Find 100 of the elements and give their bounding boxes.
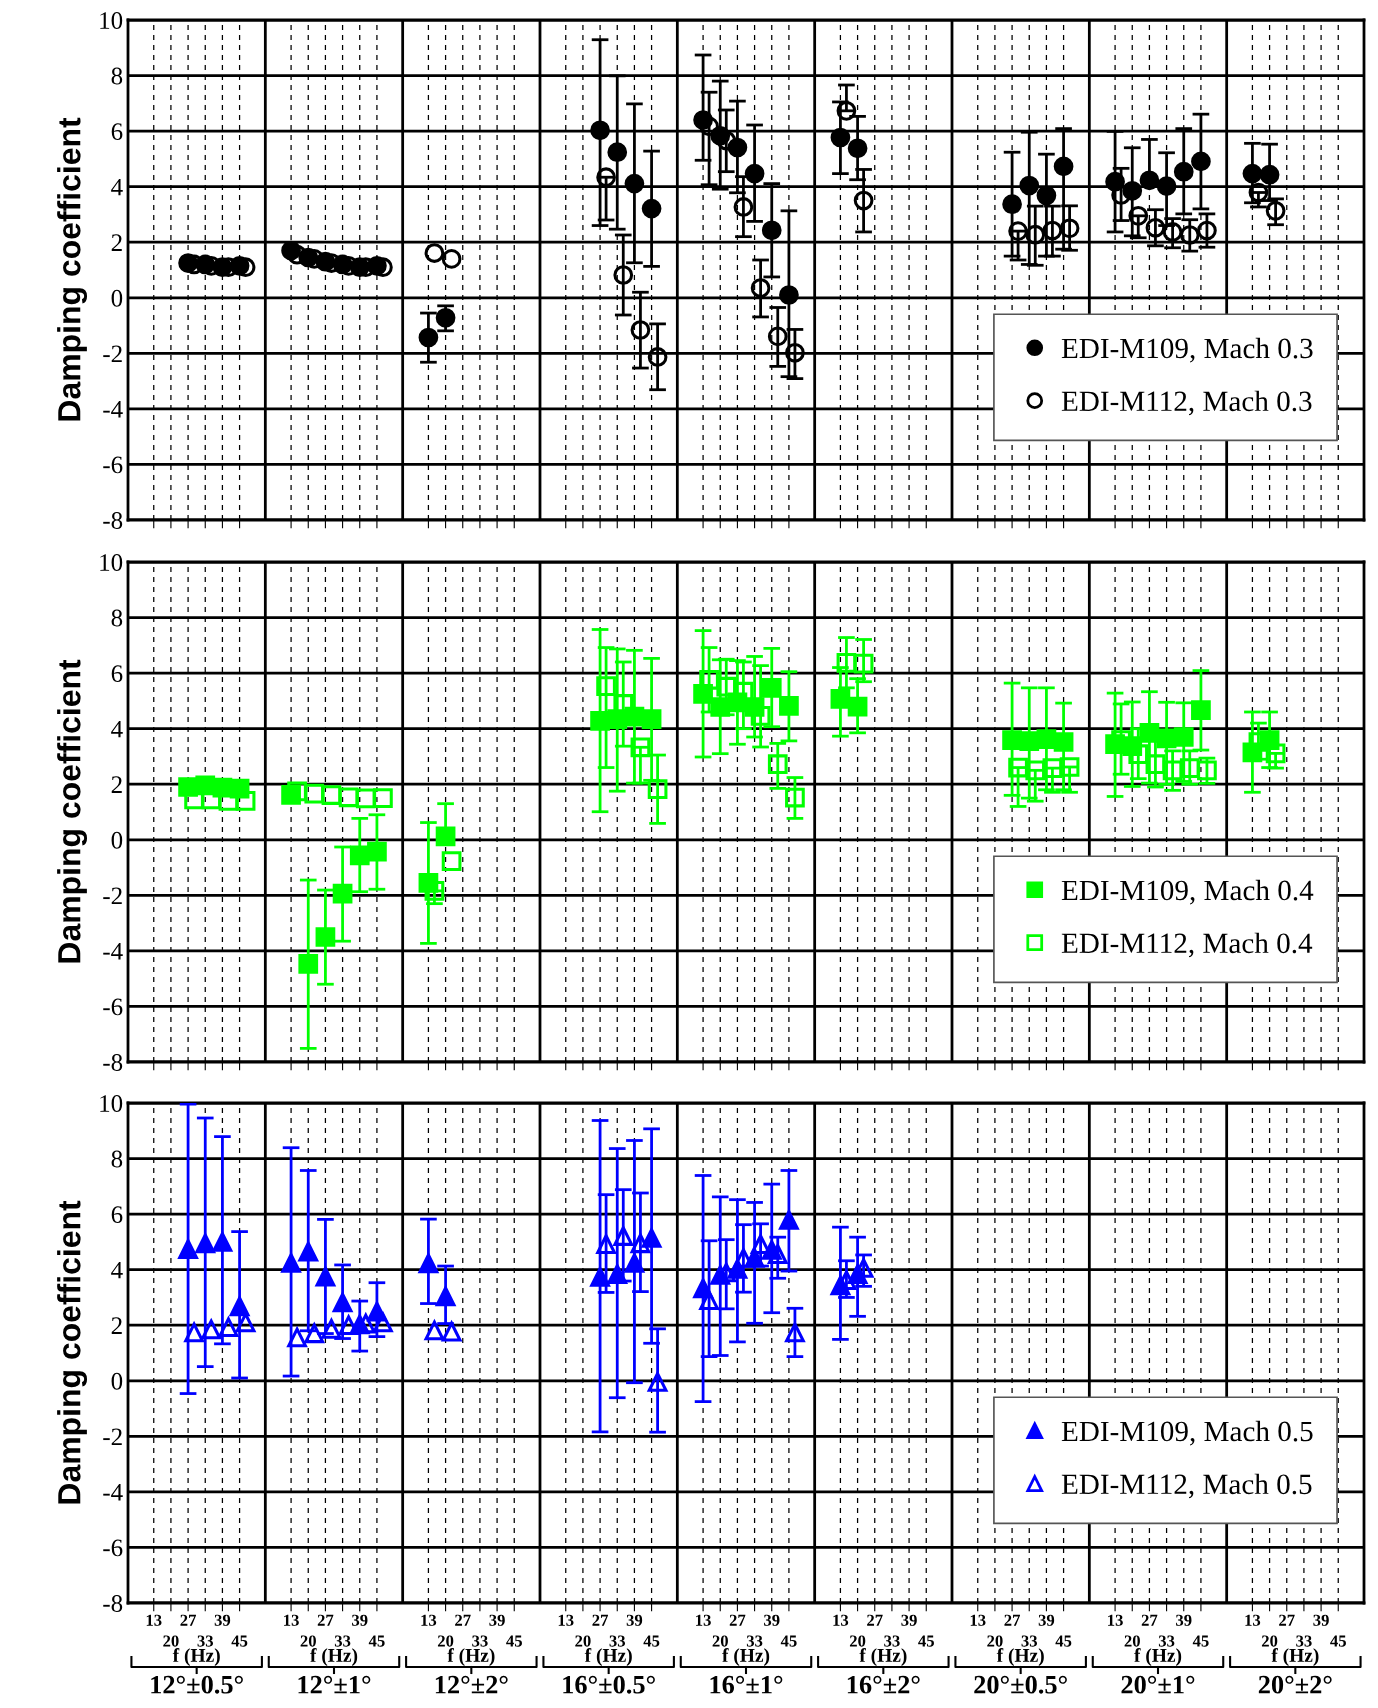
x-tick-label: 20 bbox=[1124, 1635, 1140, 1647]
y-tick-label: -2 bbox=[103, 887, 122, 905]
x-tick-label: 33 bbox=[334, 1635, 351, 1647]
y-axis-title: Damping coefficient bbox=[57, 117, 88, 421]
x-tick-label: 33 bbox=[609, 1635, 626, 1647]
x-tick-label: 33 bbox=[472, 1635, 488, 1647]
y-tick-label: 6 bbox=[111, 665, 123, 683]
y-tick-label: 8 bbox=[111, 67, 123, 85]
x-tick-label: 20 bbox=[437, 1635, 454, 1647]
text: 12°±1° bbox=[298, 1675, 371, 1694]
text: f (Hz) bbox=[859, 1648, 907, 1666]
y-tick-label: 0 bbox=[111, 831, 123, 849]
x-tick-label: 45 bbox=[643, 1635, 660, 1647]
y-tick-label: -6 bbox=[103, 1539, 123, 1557]
legend-label: EDI-M112, Mach 0.3 bbox=[1061, 390, 1312, 416]
text: f (Hz) bbox=[310, 1648, 358, 1666]
x-tick-label: 33 bbox=[1158, 1635, 1175, 1647]
x-tick-label: 33 bbox=[884, 1635, 900, 1647]
x-tick-label: 45 bbox=[918, 1635, 934, 1647]
x-tick-label: 39 bbox=[352, 1614, 368, 1626]
text: 20°±0.5° bbox=[974, 1675, 1067, 1694]
y-tick-label: 6 bbox=[111, 123, 123, 141]
x-tick-label: 39 bbox=[489, 1614, 505, 1626]
x-tick-label: 13 bbox=[1245, 1614, 1261, 1626]
y-tick-label: -8 bbox=[103, 1054, 123, 1071]
text: 16°±0.5° bbox=[563, 1675, 655, 1694]
y-tick-label: 4 bbox=[111, 178, 123, 196]
y-tick-label: -4 bbox=[103, 1484, 123, 1501]
x-tick-label: 27 bbox=[1004, 1614, 1021, 1626]
text: 20°±1° bbox=[1121, 1675, 1195, 1694]
legend-label: EDI-M109, Mach 0.3 bbox=[1061, 337, 1313, 363]
x-tick-label: 39 bbox=[1176, 1614, 1192, 1626]
y-tick-label: -4 bbox=[103, 943, 123, 960]
x-tick-label: 27 bbox=[592, 1614, 609, 1626]
y-axis-title: Damping coefficient bbox=[57, 1200, 88, 1504]
x-tick-label: 27 bbox=[1141, 1614, 1158, 1626]
legend-label: EDI-M109, Mach 0.4 bbox=[1061, 879, 1314, 905]
x-tick-label: 39 bbox=[1313, 1614, 1329, 1626]
x-tick-label: 13 bbox=[284, 1614, 299, 1626]
x-tick-label: 45 bbox=[1055, 1635, 1072, 1647]
text: 16°±1° bbox=[710, 1675, 783, 1694]
legend-label: EDI-M112, Mach 0.5 bbox=[1061, 1473, 1312, 1499]
y-tick-label: 10 bbox=[100, 1095, 123, 1112]
x-tick-label: 45 bbox=[231, 1635, 248, 1647]
x-tick-label: 33 bbox=[197, 1635, 214, 1647]
y-tick-label: -2 bbox=[103, 345, 122, 363]
x-tick-label: 39 bbox=[214, 1614, 231, 1626]
text: f (Hz) bbox=[447, 1648, 495, 1666]
y-tick-label: -2 bbox=[103, 1428, 122, 1446]
x-tick-label: 33 bbox=[1296, 1635, 1312, 1647]
text: 12°±0.5° bbox=[151, 1675, 243, 1694]
text: 16°±2° bbox=[847, 1675, 920, 1694]
y-tick-label: -8 bbox=[103, 1595, 123, 1612]
text: f (Hz) bbox=[722, 1648, 770, 1666]
text: 20°±2° bbox=[1258, 1675, 1332, 1694]
y-tick-label: 8 bbox=[111, 1150, 123, 1168]
text: f (Hz) bbox=[172, 1648, 220, 1666]
x-tick-label: 45 bbox=[1192, 1635, 1209, 1647]
x-tick-label: 20 bbox=[163, 1635, 179, 1647]
y-tick-label: 2 bbox=[111, 234, 122, 251]
x-tick-label: 20 bbox=[575, 1635, 591, 1647]
y-tick-label: -8 bbox=[103, 512, 123, 529]
y-tick-label: 0 bbox=[111, 289, 123, 307]
x-tick-label: 13 bbox=[558, 1614, 574, 1626]
y-axis-title: Damping coefficient bbox=[57, 659, 88, 963]
x-tick-label: 45 bbox=[368, 1635, 385, 1647]
x-tick-label: 39 bbox=[1038, 1614, 1055, 1626]
x-tick-label: 39 bbox=[901, 1614, 917, 1626]
x-tick-label: 20 bbox=[849, 1635, 866, 1647]
x-tick-label: 27 bbox=[317, 1614, 334, 1626]
x-tick-label: 13 bbox=[970, 1614, 986, 1626]
x-tick-label: 13 bbox=[696, 1614, 711, 1626]
x-tick-label: 39 bbox=[764, 1614, 780, 1626]
y-tick-label: 10 bbox=[100, 12, 123, 29]
y-tick-label: 4 bbox=[111, 1261, 123, 1279]
x-tick-label: 27 bbox=[729, 1614, 746, 1626]
x-tick-label: 27 bbox=[867, 1614, 883, 1626]
legend-label: EDI-M112, Mach 0.4 bbox=[1061, 932, 1313, 958]
y-tick-label: 2 bbox=[111, 1317, 122, 1334]
y-tick-label: 6 bbox=[111, 1206, 123, 1224]
legend-label: EDI-M109, Mach 0.5 bbox=[1061, 1420, 1313, 1446]
y-tick-label: 4 bbox=[111, 720, 123, 738]
y-tick-label: 2 bbox=[111, 776, 122, 793]
x-tick-label: 13 bbox=[833, 1614, 849, 1626]
x-tick-label: 45 bbox=[1330, 1635, 1346, 1647]
x-tick-label: 27 bbox=[180, 1614, 197, 1626]
x-tick-label: 20 bbox=[712, 1635, 728, 1647]
text: f (Hz) bbox=[1134, 1648, 1182, 1666]
x-tick-label: 20 bbox=[987, 1635, 1003, 1647]
x-tick-label: 45 bbox=[780, 1635, 797, 1647]
y-tick-label: -4 bbox=[103, 401, 123, 418]
x-tick-label: 39 bbox=[626, 1614, 643, 1626]
x-tick-label: 33 bbox=[1021, 1635, 1038, 1647]
y-tick-label: 0 bbox=[111, 1372, 123, 1390]
text: f (Hz) bbox=[996, 1648, 1044, 1666]
x-tick-label: 33 bbox=[746, 1635, 763, 1647]
x-tick-label: 20 bbox=[1261, 1635, 1278, 1647]
x-tick-label: 27 bbox=[1279, 1614, 1295, 1626]
y-tick-label: -6 bbox=[103, 456, 123, 474]
y-tick-label: -6 bbox=[103, 998, 123, 1016]
